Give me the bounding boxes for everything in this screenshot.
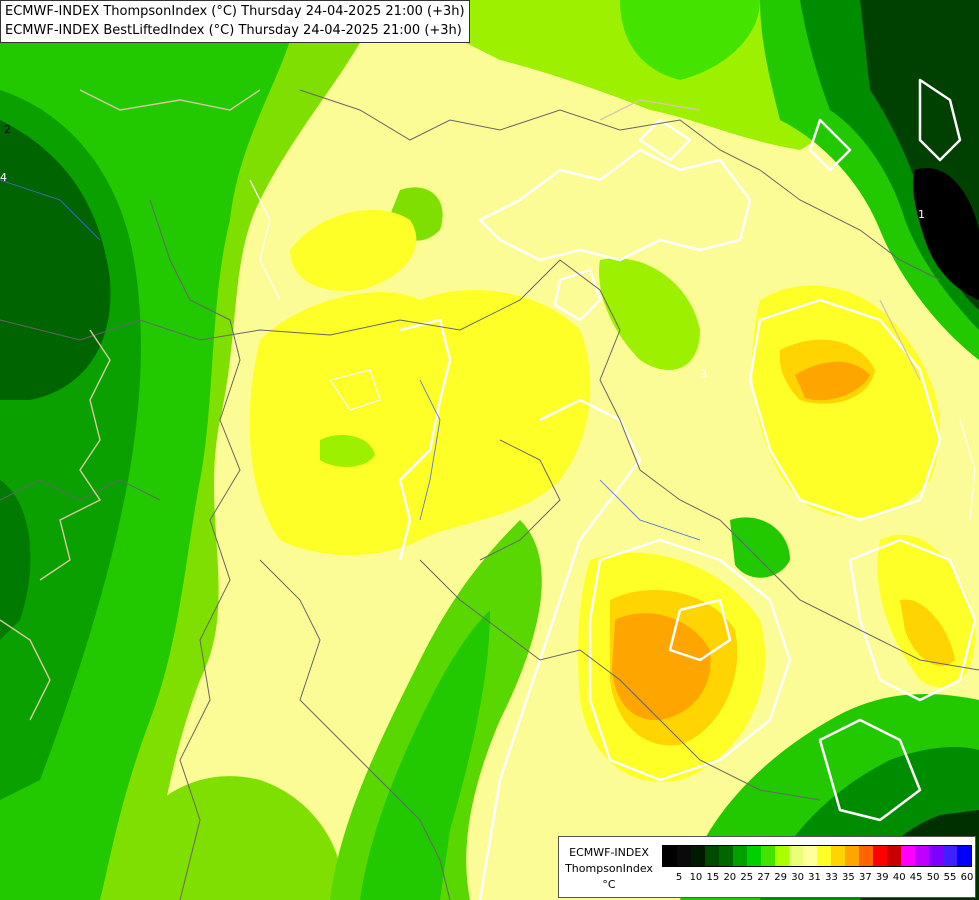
contour-label: 4: [0, 171, 7, 184]
legend-tick-label: 27: [757, 872, 771, 883]
zone-gold-far-east: [900, 599, 955, 666]
legend-color-scale: [662, 845, 972, 867]
zone-yellow-north: [290, 210, 417, 291]
legend-swatch: [691, 846, 705, 866]
rivers: [0, 179, 701, 541]
legend-tick-label: 39: [875, 872, 889, 883]
lifted-index-contours: [398, 78, 977, 900]
zone-green-southwest: [100, 776, 342, 900]
legend-swatch: [761, 846, 775, 866]
color-legend: ECMWF-INDEX ThompsonIndex °C 5 10 15 20 25 27…: [558, 836, 976, 898]
legend-model: ECMWF-INDEX: [569, 846, 649, 859]
legend-swatch: [859, 846, 873, 866]
lifted-index-thin-contours: [249, 179, 976, 521]
legend-swatch: [887, 846, 901, 866]
legend-swatch: [873, 846, 887, 866]
legend-tick-label: 15: [706, 872, 720, 883]
legend-unit: °C: [602, 878, 616, 891]
legend-tick-label: 33: [825, 872, 838, 883]
legend-swatch: [817, 846, 831, 866]
legend-tick-label: 20: [723, 872, 737, 883]
legend-swatch: [733, 846, 747, 866]
legend-swatch: [929, 846, 943, 866]
legend-swatch: [901, 846, 915, 866]
legend-swatch: [663, 846, 677, 866]
country-borders: [0, 89, 979, 900]
legend-tick-label: 35: [842, 872, 855, 883]
legend-swatch: [705, 846, 719, 866]
contour-label: 2: [4, 123, 11, 136]
legend-tick-label: 30: [791, 872, 804, 883]
contour-label: 3: [700, 368, 707, 381]
zone-orange-east: [795, 361, 870, 401]
legend-index: ThompsonIndex: [565, 862, 653, 875]
legend-tick-label: 50: [926, 872, 940, 883]
legend-tick-label: 25: [740, 872, 754, 883]
region-borders: [0, 89, 921, 721]
zone-green-south-inner: [360, 610, 490, 900]
legend-caption: ECMWF-INDEX ThompsonIndex °C: [559, 845, 659, 893]
legend-tick-label: 29: [774, 872, 788, 883]
legend-swatch: [915, 846, 929, 866]
legend-swatch: [747, 846, 761, 866]
legend-tick-label: 45: [909, 872, 923, 883]
legend-tick-label: 37: [858, 872, 872, 883]
legend-tick-label: 5: [675, 872, 683, 883]
legend-swatch: [943, 846, 957, 866]
legend-tick-label: 10: [689, 872, 703, 883]
zone-black-northeast: [913, 168, 979, 300]
legend-swatch: [775, 846, 789, 866]
legend-swatch: [719, 846, 733, 866]
zone-green-east-patch: [730, 517, 790, 578]
legend-tick-label: 60: [960, 872, 974, 883]
legend-swatch: [957, 846, 971, 866]
zone-orange-southeast: [612, 613, 711, 721]
title-thompson-index: ECMWF-INDEX ThompsonIndex (°C) Thursday …: [5, 4, 465, 19]
zone-light-green-mid: [320, 435, 375, 467]
legend-tick-label: 55: [943, 872, 957, 883]
legend-swatch: [831, 846, 845, 866]
legend-swatch: [677, 846, 691, 866]
contour-label: 1: [918, 208, 925, 221]
zone-dark-green-west-2: [0, 480, 31, 640]
map-title-box: ECMWF-INDEX ThompsonIndex (°C) Thursday …: [0, 0, 470, 43]
zone-green-north-patch: [620, 0, 760, 80]
zone-yellow-center: [249, 290, 591, 555]
legend-swatch: [845, 846, 859, 866]
title-best-lifted-index: ECMWF-INDEX BestLiftedIndex (°C) Thursda…: [5, 23, 462, 38]
zone-dark-green-west: [0, 120, 111, 400]
legend-tick-labels: 5 10 15 20 25 27 29 30 31 33 35 37 39 40 45 50 55 60: [662, 872, 974, 886]
zone-light-green-east-mid: [599, 258, 700, 370]
legend-tick-label: 31: [808, 872, 821, 883]
legend-swatch: [789, 846, 803, 866]
legend-swatch: [803, 846, 817, 866]
legend-tick-label: 40: [892, 872, 906, 883]
